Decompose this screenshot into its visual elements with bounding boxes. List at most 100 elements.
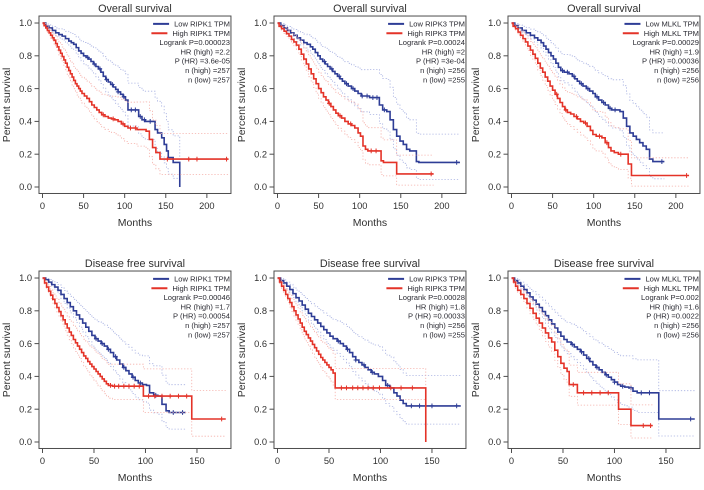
censor-mark (326, 101, 332, 106)
stat-annotation: HR (high) =2.2 (180, 47, 230, 56)
censor-mark (368, 148, 374, 154)
censor-mark (113, 354, 118, 360)
censor-mark (361, 362, 366, 368)
censor-mark (365, 385, 370, 391)
legend-label-high: High RIPK3 TPM (407, 284, 465, 293)
high-upper-ci-curve (277, 277, 426, 433)
stat-annotation: n (low) =255 (423, 75, 465, 84)
stat-annotation: Logrank P=0.00024 (398, 38, 464, 47)
legend-label-high: High RIPK1 TPM (172, 284, 230, 293)
censor-mark (398, 385, 403, 391)
high-lower-ci-curve (511, 23, 690, 187)
censor-mark (381, 107, 387, 113)
censor-mark (344, 346, 350, 352)
stat-annotation: n (high) =256 (654, 66, 699, 75)
y-tick-label: 0.0 (254, 437, 267, 447)
low-upper-ci-curve (42, 22, 181, 179)
x-tick-label: 100 (352, 201, 368, 211)
censor-mark (359, 93, 365, 99)
panel-overall-survival-ripk1: Overall survival Percent survival Months 0.… (0, 0, 235, 245)
censor-mark (620, 383, 626, 389)
x-tick-label: 0 (40, 201, 45, 211)
stat-annotation: Logrank P=0.00028 (398, 293, 464, 302)
censor-mark (101, 112, 106, 118)
x-tick-label: 100 (117, 201, 133, 211)
censor-mark (684, 173, 690, 178)
censor-mark (370, 385, 376, 391)
censor-mark (110, 82, 115, 87)
censor-mark (104, 77, 109, 83)
censor-mark (373, 148, 378, 154)
km-chart-dfs-mlkl: Disease free survival Percent survival Mon… (471, 258, 701, 484)
stat-annotation: n (low) =257 (188, 330, 230, 339)
censor-mark (130, 374, 136, 380)
censor-mark (112, 383, 117, 389)
y-tick-label: 0.4 (254, 117, 267, 127)
censor-mark (364, 93, 369, 99)
km-chart-os-ripk3: Overall survival Percent survival Months 0.… (237, 3, 467, 229)
censor-mark (454, 159, 459, 165)
censor-mark (219, 416, 224, 422)
stat-annotation: n (low) =256 (657, 330, 699, 339)
censor-mark (350, 86, 355, 92)
y-tick-label: 0.4 (19, 117, 32, 127)
censor-mark (343, 385, 349, 391)
stat-annotation: n (high) =257 (185, 66, 230, 75)
y-axis-label: Percent survival (2, 323, 13, 398)
x-tick-label: 200 (434, 201, 450, 211)
censor-mark (608, 105, 613, 111)
x-tick-label: 100 (372, 456, 388, 466)
panel-overall-survival-ripk3: Overall survival Percent survival Months 0.… (235, 0, 470, 245)
x-tick-label: 0 (40, 456, 45, 466)
y-tick-label: 0.2 (19, 404, 32, 414)
y-tick-label: 0.8 (19, 51, 32, 61)
censor-mark (93, 336, 99, 342)
censor-mark (601, 100, 607, 105)
stat-annotation: Logrank P=0.00046 (164, 293, 230, 302)
x-axis-label: Months (118, 473, 152, 484)
high-lower-ci-curve (277, 278, 426, 442)
legend-label-low: Low RIPK1 TPM (174, 275, 230, 284)
censor-mark (454, 403, 459, 409)
censor-mark (99, 341, 105, 347)
y-tick-label: 1.0 (488, 273, 501, 283)
x-tick-label: 0 (509, 456, 514, 466)
censor-mark (563, 107, 569, 113)
censor-mark (106, 346, 111, 352)
panel-disease-free-survival-ripk3: Disease free survival Percent survival Mon… (235, 245, 470, 490)
chart-title: Overall survival (98, 3, 172, 15)
km-chart-dfs-ripk3: Disease free survival Percent survival Mon… (237, 258, 467, 484)
censor-mark (115, 89, 121, 95)
censor-mark (417, 403, 422, 409)
censor-mark (116, 383, 121, 389)
x-tick-label: 100 (607, 456, 623, 466)
censor-mark (586, 356, 592, 361)
stat-annotation: HR (high) =1.7 (180, 302, 230, 311)
censor-mark (360, 385, 365, 391)
plot-box (273, 270, 467, 449)
censor-mark (321, 59, 327, 64)
y-tick-label: 0.2 (19, 149, 32, 159)
x-axis-label: Months (118, 218, 152, 229)
y-axis-label: Percent survival (237, 323, 248, 398)
y-tick-label: 0.4 (488, 372, 501, 382)
censor-mark (131, 383, 137, 389)
y-tick-label: 0.8 (254, 51, 267, 61)
y-axis-label: Percent survival (471, 323, 482, 398)
high-survival-curve (511, 277, 653, 427)
censor-mark (159, 393, 165, 399)
censor-mark (385, 382, 390, 388)
censor-mark (571, 382, 576, 387)
censor-mark (186, 156, 191, 162)
censor-mark (85, 55, 90, 60)
y-tick-label: 0.0 (254, 182, 267, 192)
censor-mark (583, 120, 588, 126)
censor-mark (165, 156, 170, 162)
chart-title: Overall survival (567, 3, 641, 15)
y-tick-label: 0.0 (19, 437, 32, 447)
censor-mark (579, 81, 584, 87)
high-lower-ci-curve (42, 278, 226, 437)
x-axis-label: Months (587, 473, 621, 484)
y-tick-label: 0.8 (488, 51, 501, 61)
low-upper-ci-curve (511, 22, 665, 134)
